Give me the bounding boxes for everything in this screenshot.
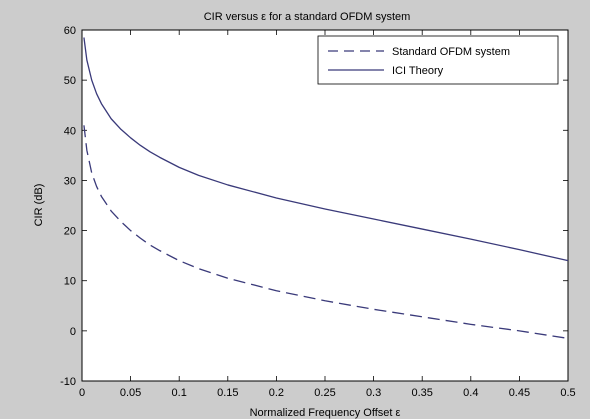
y-axis: -10 0 10 20 30 40 50 60 (60, 25, 568, 388)
y-tick-label: 30 (64, 175, 76, 187)
series-ici-theory-line (83, 37, 569, 262)
y-tick-label: 60 (64, 25, 76, 37)
x-tick-label: 0.1 (172, 387, 187, 399)
plot-area (81, 29, 569, 382)
x-axis: 0 0.05 0.1 0.15 0.2 0.25 0.3 0.35 0.4 0.45 0.5 (79, 30, 576, 399)
x-tick-label: 0.05 (120, 387, 141, 399)
y-axis-label: CIR (dB) (33, 184, 45, 227)
legend-label-ici: ICI Theory (392, 65, 444, 77)
x-axis-label: Normalized Frequency Offset ε (250, 407, 401, 419)
legend-label-standard: Standard OFDM system (392, 46, 510, 58)
x-tick-label: 0.35 (411, 387, 432, 399)
x-tick-label: 0.45 (509, 387, 530, 399)
y-tick-label: 40 (64, 125, 76, 137)
y-tick-label: 10 (64, 276, 76, 288)
legend-box (317, 35, 559, 85)
x-tick-label: 0.4 (463, 387, 478, 399)
x-tick-label: 0.2 (269, 387, 284, 399)
series-standard-ofdm-line (83, 125, 569, 340)
y-tick-label: 50 (64, 75, 76, 87)
y-tick-label: 20 (64, 226, 76, 238)
y-tick-label: -10 (60, 376, 76, 388)
x-tick-label: 0 (79, 387, 85, 399)
x-tick-label: 0.3 (366, 387, 381, 399)
legend: Standard OFDM system ICI Theory (317, 35, 559, 85)
chart-title: CIR versus ε for a standard OFDM system (204, 11, 411, 23)
series-layer (83, 37, 569, 340)
y-tick-label: 0 (70, 326, 76, 338)
x-tick-label: 0.15 (217, 387, 238, 399)
x-tick-label: 0.25 (314, 387, 335, 399)
x-tick-label: 0.5 (560, 387, 575, 399)
